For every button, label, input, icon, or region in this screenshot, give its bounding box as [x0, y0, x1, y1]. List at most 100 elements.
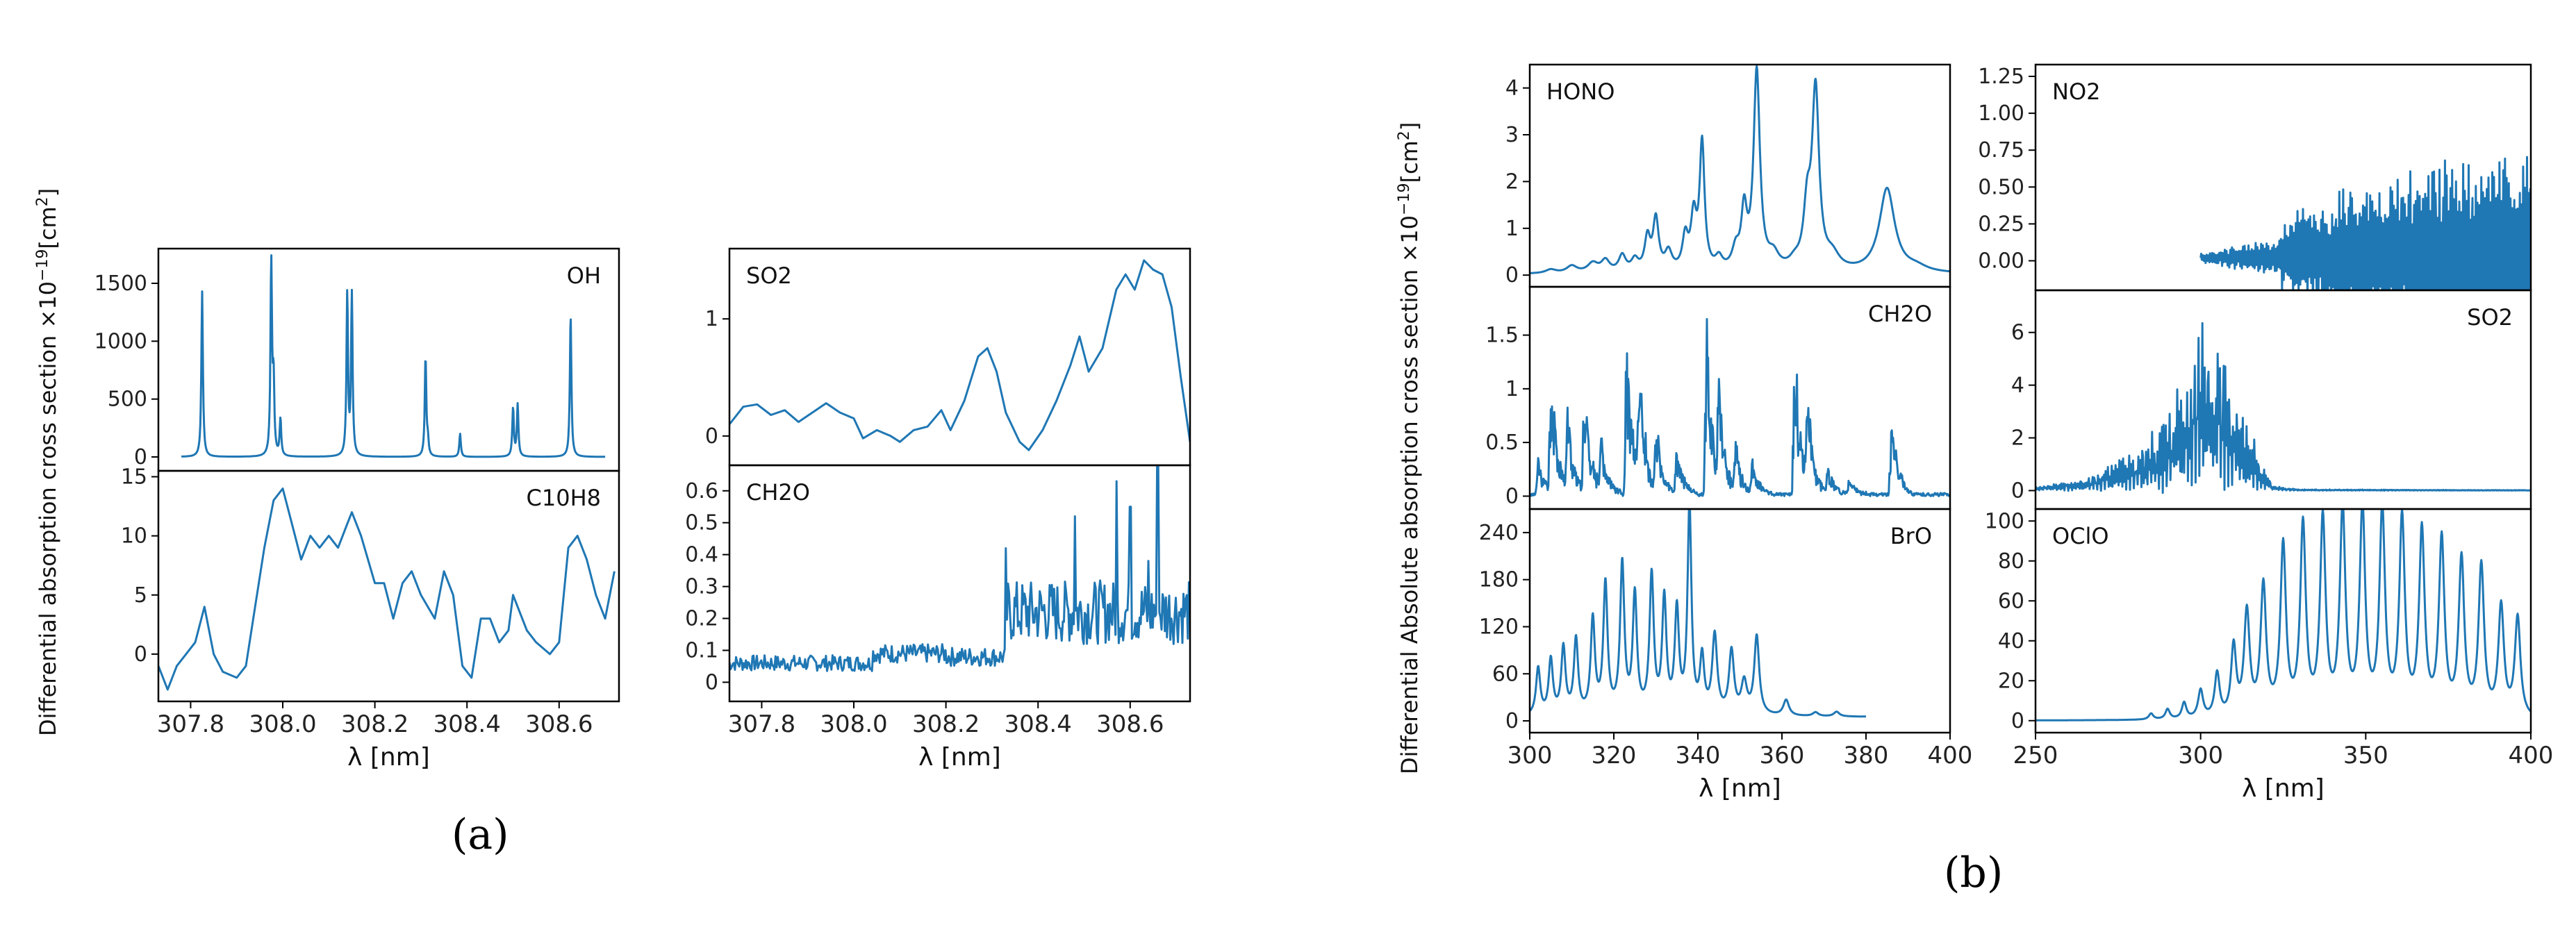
caption-b: (b): [1944, 849, 2003, 897]
series-line-so2_b: [2036, 322, 2531, 494]
y-tick-label: 120: [1479, 615, 1519, 639]
y-tick-label: 100: [1985, 509, 2024, 533]
y-tick-label: 0.5: [685, 511, 718, 535]
series-line-oclo: [2036, 509, 2531, 722]
panel-title-ch2o_b: CH2O: [1868, 301, 1932, 327]
chart-c10h8: 0 5 10 15 307.8 308.0 308.2 308.4 308.6 C10H8 λ [n…: [121, 465, 620, 772]
y-tick-label: 1: [1505, 217, 1519, 241]
y-tick-label: 0: [1505, 484, 1519, 508]
x-tick-label: 308.2: [912, 710, 980, 738]
y-tick-label: 1.25: [1978, 65, 2024, 89]
x-tick-label: 307.8: [728, 710, 795, 738]
y-tick-label: 1: [705, 307, 718, 331]
chart-so2_a: 0 1 SO2: [705, 247, 1191, 467]
x-tick-label: 308.0: [820, 710, 887, 738]
plot-frame-c10h8: [157, 469, 620, 703]
y-tick-label: 0: [1505, 263, 1519, 288]
x-tick-label: 308.0: [249, 710, 316, 738]
y-tick-label: 0.25: [1978, 212, 2024, 236]
plot-frame-oclo: [2034, 508, 2532, 734]
y-tick-label: 1500: [94, 272, 147, 296]
plot-frame-oh: [157, 247, 620, 472]
y-tick-label: 2: [1505, 169, 1519, 194]
x-axis-label-oclo: λ [nm]: [2242, 774, 2325, 803]
x-tick-label: 307.8: [157, 710, 224, 738]
chart-hono: 0 1 2 3 4 HONO: [1505, 63, 1951, 288]
panel-title-c10h8: C10H8: [527, 485, 601, 511]
y-tick-label: 4: [1505, 76, 1519, 101]
panel-title-no2: NO2: [2052, 78, 2100, 105]
y-tick-label: 40: [1998, 629, 2024, 653]
x-tick-label: 308.4: [434, 710, 501, 738]
y-tick-label: 0.00: [1978, 249, 2024, 274]
y-tick-label: 2: [2011, 426, 2024, 451]
y-tick-label: 10: [121, 524, 147, 549]
series-line-ch2o_b: [1530, 318, 1950, 497]
x-tick-label: 380: [1844, 742, 1889, 769]
y-tick-label: 1.5: [1485, 324, 1519, 348]
y-tick-label: 0.5: [1485, 431, 1519, 455]
x-tick-label: 308.2: [341, 710, 408, 738]
y-tick-label: 0: [705, 670, 718, 694]
series-line-hono: [1530, 65, 1950, 274]
y-tick-label: 60: [1492, 662, 1519, 686]
y-tick-label: 0.2: [685, 607, 718, 631]
y-tick-label: 1: [1505, 377, 1519, 401]
panel-title-hono: HONO: [1546, 78, 1615, 105]
y-tick-label: 0: [2011, 478, 2024, 503]
chart-so2_b: 0 2 4 6 SO2: [2011, 289, 2532, 510]
y-tick-label: 500: [108, 388, 147, 412]
x-tick-label: 360: [1760, 742, 1805, 769]
y-tick-label: 180: [1479, 568, 1519, 592]
x-tick-label: 308.4: [1005, 710, 1072, 738]
caption-a: (a): [452, 810, 509, 859]
x-tick-label: 400: [2509, 742, 2554, 769]
y-tick-label: 0: [2011, 709, 2024, 733]
panel-title-oh: OH: [567, 262, 601, 289]
y-tick-label: 5: [134, 583, 147, 608]
x-axis-label-c10h8: λ [nm]: [347, 743, 430, 772]
y-tick-label: 240: [1479, 521, 1519, 545]
y-tick-label: 0: [1505, 709, 1519, 733]
chart-bro: 0 60 120 180 240 300 320 340 360 380 400 BrO λ [nm]: [1479, 508, 1972, 803]
panel-a-y-axis-label: Differential absorption cross section ×1…: [34, 188, 61, 736]
x-tick-label: 300: [1508, 742, 1553, 769]
series-line-bro: [1530, 509, 1867, 718]
x-tick-label: 350: [2343, 742, 2388, 769]
y-tick-label: 0: [134, 642, 147, 667]
x-tick-label: 340: [1676, 742, 1721, 769]
plot-frame-bro: [1528, 508, 1951, 734]
y-tick-label: 1000: [94, 329, 147, 353]
series-line-no2: [2199, 156, 2531, 290]
chart-oh: 0 500 1000 1500 OH: [94, 247, 620, 472]
x-tick-label: 308.6: [525, 710, 593, 738]
chart-no2: 0.00 0.25 0.50 0.75 1.00 1.25 NO2: [1978, 63, 2532, 292]
y-tick-label: 6: [2011, 321, 2024, 345]
panel-title-bro: BrO: [1890, 523, 1932, 549]
chart-ch2o_b: 0 0.5 1 1.5 CH2O: [1485, 285, 1951, 510]
y-tick-label: 15: [121, 465, 147, 490]
panel-title-so2_b: SO2: [2467, 304, 2513, 331]
x-axis-label-ch2o_a: λ [nm]: [918, 743, 1001, 772]
series-line-so2_a: [729, 259, 1190, 451]
y-tick-label: 0: [705, 424, 718, 449]
x-axis-label-bro: λ [nm]: [1699, 774, 1781, 803]
y-tick-label: 20: [1998, 669, 2024, 693]
y-tick-label: 0.75: [1978, 138, 2024, 162]
panel-b-y-axis-label: Differential Absolute absorption cross s…: [1396, 122, 1423, 774]
y-tick-label: 3: [1505, 123, 1519, 147]
panel-title-ch2o_a: CH2O: [746, 479, 810, 506]
y-tick-label: 0: [134, 445, 147, 469]
x-tick-label: 300: [2178, 742, 2223, 769]
x-tick-label: 320: [1592, 742, 1637, 769]
x-tick-label: 250: [2013, 742, 2058, 769]
panel-title-oclo: OClO: [2052, 523, 2109, 549]
chart-ch2o_a: 0 0.1 0.2 0.3 0.4 0.5 0.6 307.8 308.0 308.2 308.4 3…: [685, 464, 1191, 772]
y-tick-label: 0.50: [1978, 175, 2024, 199]
y-tick-label: 0.4: [685, 543, 718, 567]
y-tick-label: 0.6: [685, 479, 718, 503]
y-tick-label: 0.1: [685, 638, 718, 662]
series-line-oh: [181, 254, 606, 458]
plot-frame-ch2o_a: [728, 464, 1191, 703]
